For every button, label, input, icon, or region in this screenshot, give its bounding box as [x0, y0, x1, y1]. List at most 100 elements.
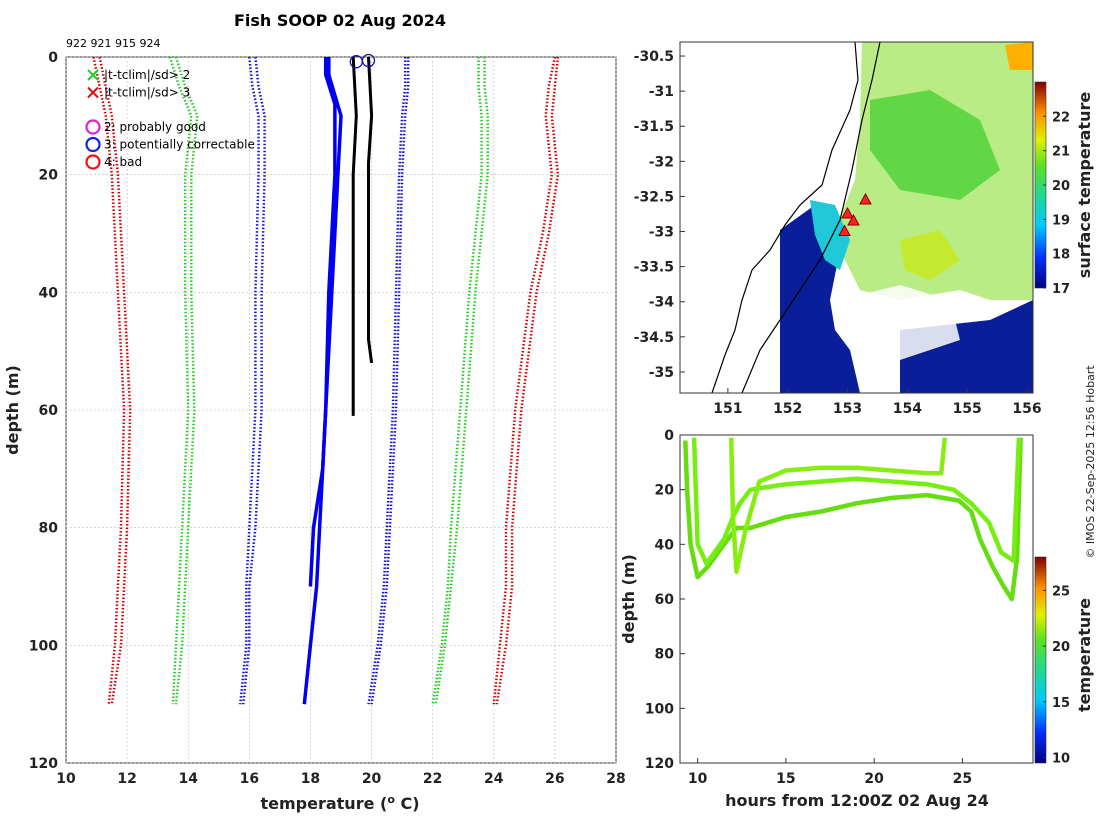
- sst-yellow-patch: [900, 230, 960, 280]
- section-y-label: depth (m): [619, 554, 638, 644]
- map-y-tick-label: -31: [649, 84, 674, 100]
- legend-label: |t-tclim|/sd> 3: [104, 86, 190, 100]
- series-line: [367, 56, 374, 364]
- colorbar-tick-label: 20: [1052, 179, 1070, 194]
- legend-label: 4: bad: [104, 155, 142, 169]
- sst-colorbar-label: surface temperature: [1075, 92, 1094, 279]
- section-x-tick-label: 25: [953, 771, 972, 787]
- section-y-tick-label: 80: [655, 647, 675, 663]
- map-y-tick-label: -35: [649, 365, 674, 381]
- section-y-tick-label: 60: [655, 592, 675, 608]
- x-tick-label: 26: [545, 771, 564, 787]
- section-x-tick-label: 15: [776, 771, 795, 787]
- map-y-tick-label: -34.5: [634, 330, 674, 346]
- map-x-tick-label: 156: [1012, 401, 1041, 417]
- colorbar-tick-label: 22: [1052, 110, 1070, 125]
- section-track: [728, 437, 948, 574]
- map-y-tick-label: -30.5: [634, 49, 674, 65]
- section-x-tick-label: 20: [864, 771, 884, 787]
- x-tick-label: 16: [240, 771, 259, 787]
- profile-series: [92, 56, 560, 705]
- series-line: [98, 56, 132, 705]
- colorbar-tick-label: 25: [1052, 584, 1070, 599]
- colorbar-tick-label: 20: [1052, 640, 1070, 655]
- x-tick-label: 18: [301, 771, 320, 787]
- figure-title: Fish SOOP 02 Aug 2024: [234, 11, 446, 30]
- map-x-tick-label: 151: [713, 401, 742, 417]
- legend-label: 2: probably good: [104, 120, 206, 134]
- series-line: [168, 56, 193, 705]
- map-y-ticks: -30.5 -31 -31.5 -32 -32.5 -33 -33.5 -34 -34.5 -35: [634, 49, 685, 381]
- sst-green-patch: [870, 90, 1000, 200]
- map-y-tick-label: -34: [649, 295, 675, 311]
- map-x-tick-label: 153: [833, 401, 862, 417]
- drop-location-marker: [838, 224, 851, 237]
- x-tick-label: 22: [423, 771, 442, 787]
- copyright-note: © IMOS 22-Sep-2025 12:56 Hobart: [1084, 365, 1097, 559]
- colorbar-tick-label: 18: [1052, 248, 1070, 263]
- coastline: [711, 42, 859, 393]
- series-line: [431, 57, 483, 705]
- drop-location-marker: [841, 206, 854, 219]
- sst-cold-offshore: [900, 300, 1033, 393]
- series-line: [495, 56, 560, 705]
- y-tick-label: 60: [39, 403, 59, 419]
- shelf-contour: [741, 42, 881, 393]
- series-line: [367, 57, 407, 705]
- series-line: [92, 56, 126, 705]
- temperature-colorbar: [1034, 556, 1047, 764]
- x-tick-label: 10: [56, 771, 76, 787]
- y-tick-label: 80: [39, 521, 59, 537]
- x-tick-label: 12: [117, 771, 136, 787]
- sst-yellow-patch-2: [1005, 42, 1033, 70]
- x-tick-label: 28: [606, 771, 625, 787]
- x-tick-label: 14: [178, 771, 198, 787]
- section-x-label: hours from 12:00Z 02 Aug 24: [725, 791, 989, 810]
- series-line: [308, 57, 337, 587]
- map-x-tick-label: 155: [953, 401, 982, 417]
- profile-y-ticks: 0 20 40 60 80 100 120: [29, 50, 58, 772]
- drop-location-marker: [847, 213, 860, 226]
- sst-cold-region: [780, 205, 860, 393]
- y-tick-label: 20: [39, 168, 59, 184]
- temperature-colorbar-ticks: 10 15 20 25: [1043, 584, 1070, 766]
- map-y-tick-label: -32: [649, 154, 674, 170]
- flag-marker: [361, 53, 376, 68]
- sst-field: [780, 42, 1033, 393]
- map-frame: [679, 41, 1034, 394]
- section-tracks: [683, 437, 1023, 602]
- section-x-ticks: 10 15 20 25: [688, 758, 972, 787]
- series-line: [492, 56, 557, 705]
- series-line: [351, 56, 358, 416]
- map-y-tick-label: -32.5: [634, 189, 674, 205]
- map-x-tick-label: 154: [893, 401, 922, 417]
- profile-x-ticks: 10 12 14 16 18 20 22 24 26 28: [56, 771, 625, 787]
- section-panel: 10 15 20 25 0 20 40 60 80 100 120 hours from 12:0…: [619, 428, 1094, 810]
- section-y-ticks: 0 20 40 60 80 100 120: [645, 428, 685, 772]
- profile-panel: 10 12 14 16 18 20 22 24 26 28 0 20 40 60 80 100 120 |t-…: [3, 50, 626, 813]
- x-tick-label: 24: [484, 771, 504, 787]
- y-tick-label: 120: [29, 756, 58, 772]
- y-tick-label: 40: [39, 285, 59, 301]
- map-panel: 151 152 153 154 155 156 -30.5 -31 -31.5 -32 -32.5…: [634, 41, 1094, 417]
- map-y-tick-label: -33.5: [634, 260, 674, 276]
- map-y-tick-label: -31.5: [634, 119, 674, 135]
- series-line: [238, 56, 260, 705]
- section-y-tick-label: 0: [664, 428, 674, 444]
- colorbar-tick-label: 10: [1052, 751, 1070, 766]
- drop-location-marker: [859, 192, 872, 205]
- section-y-tick-label: 100: [645, 701, 674, 717]
- y-tick-label: 100: [29, 638, 58, 654]
- sst-colorbar-ticks: 17 18 19 20 21 22: [1043, 110, 1070, 297]
- profile-grid: [65, 56, 617, 764]
- legend-x-marker: [87, 69, 99, 81]
- legend-circle-marker: [85, 154, 101, 170]
- sst-white-gap: [840, 285, 960, 360]
- legend-x-marker: [87, 86, 99, 99]
- colorbar-tick-label: 19: [1052, 213, 1070, 228]
- section-track: [683, 437, 1023, 602]
- profile-axes-box: [65, 56, 617, 764]
- section-y-tick-label: 20: [655, 483, 675, 499]
- profile-flags: [349, 53, 376, 69]
- y-tick-label: 0: [48, 50, 58, 66]
